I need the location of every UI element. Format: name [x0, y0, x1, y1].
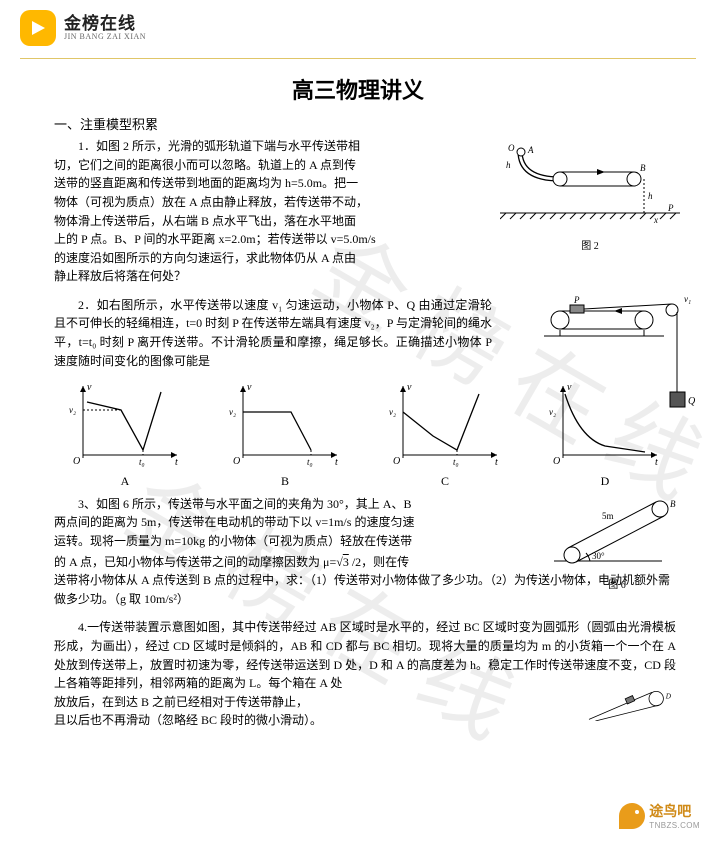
q3-l1: 3、如图 6 所示，传送带与水平面之间的夹角为 30°，其上 A、B: [54, 495, 494, 514]
svg-text:B: B: [670, 499, 676, 509]
svg-text:t: t: [175, 457, 178, 468]
q1-l2: 切，它们之间的距离很小而可以忽略。轨道上的 A 点到传: [54, 156, 434, 175]
option-label-B: B: [220, 472, 350, 491]
svg-text:v₂: v₂: [69, 405, 76, 415]
svg-text:h: h: [648, 191, 653, 201]
q4-tail1: 放放后，在到达 B 之前已经相对于传送带静止，: [54, 693, 474, 712]
svg-text:v: v: [247, 382, 252, 393]
brand-block: 金榜在线 JIN BANG ZAI XIAN: [64, 15, 146, 42]
option-label-A: A: [60, 472, 190, 491]
q1-l7: 的速度沿如图所示的方向匀速运行，求此物体仍从 A 点由: [54, 249, 434, 268]
sqrt-3: √3: [336, 555, 349, 569]
question-4: 4.一传送带装置示意图如图，其中传送带经过 AB 区域时是水平的，经过 BC 区…: [54, 618, 676, 730]
question-3: 3、如图 6 所示，传送带与水平面之间的夹角为 30°，其上 A、B 两点间的距…: [54, 495, 676, 609]
figure-q4-svg: D: [542, 689, 692, 721]
svg-text:x: x: [653, 215, 658, 225]
figure-q2: P Q v₁: [534, 296, 704, 431]
figure-6: 30° 5m B 图 6: [542, 495, 692, 585]
q1-l6: 上的 P 点。B、P 间的水平距离 x=2.0m；若传送带以 v=5.0m/s: [54, 230, 434, 249]
svg-text:v₁: v₁: [684, 296, 691, 304]
brand-name-en: JIN BANG ZAI XIAN: [64, 32, 146, 42]
svg-text:v: v: [87, 382, 92, 393]
svg-text:Q: Q: [688, 396, 696, 407]
svg-text:v₂: v₂: [229, 407, 236, 417]
option-label-C: C: [380, 472, 510, 491]
brand-name-cn: 金榜在线: [64, 15, 146, 32]
svg-text:A: A: [527, 145, 534, 155]
q1-l8: 静止释放后将落在何处？: [54, 267, 434, 286]
option-label-D: D: [540, 472, 670, 491]
svg-text:t₀: t₀: [307, 457, 313, 467]
svg-text:O: O: [508, 143, 515, 153]
svg-text:30°: 30°: [592, 551, 605, 561]
figure-6-svg: 30° 5m B: [542, 495, 692, 573]
section-heading: 一、注重模型积累: [54, 115, 676, 135]
figure-q2-svg: P Q v₁: [534, 296, 704, 431]
question-1-text: 1．如图 2 所示，光滑的弧形轨道下端与水平传送带相 切，它们之间的距离很小而可…: [54, 137, 434, 286]
question-4-text: 4.一传送带装置示意图如图，其中传送带经过 AB 区域时是水平的，经过 BC 区…: [54, 618, 676, 692]
svg-text:O: O: [393, 456, 400, 467]
svg-text:O: O: [73, 456, 80, 467]
header-separator: [20, 58, 696, 59]
q3-l3: 运转。现将一质量为 m=10kg 的小物体（可视为质点）轻放在传送带: [54, 532, 494, 551]
q3-l2: 两点间的距离为 5m，传送带在电动机的带动下以 v=1m/s 的速度匀速: [54, 513, 494, 532]
graph-B: t v v₂ O t₀ B: [220, 380, 350, 491]
figure-2-svg: O A B P h h x: [500, 143, 680, 233]
question-1: 1．如图 2 所示，光滑的弧形轨道下端与水平传送带相 切，它们之间的距离很小而可…: [54, 137, 676, 286]
graph-A: t v v₂ O t₀ A: [60, 380, 190, 491]
svg-text:t: t: [655, 457, 658, 468]
question-2: 2．如右图所示，水平传送带以速度 v₁ 匀速运动，小物体 P、Q 由通过定滑轮且…: [54, 296, 676, 370]
header: 金榜在线 JIN BANG ZAI XIAN: [0, 0, 716, 54]
svg-text:v₂: v₂: [389, 407, 396, 417]
svg-text:O: O: [553, 456, 560, 467]
q1-l4: 物体（可视为质点）放在 A 点由静止释放，若传送带不动，: [54, 193, 434, 212]
footer-logo: 途鸟吧 TNBZS.COM: [619, 801, 700, 830]
content: 一、注重模型积累 1．如图 2 所示，光滑的弧形轨道下端与水平传送带相 切，它们…: [0, 115, 716, 730]
svg-text:t₀: t₀: [139, 457, 145, 467]
q4-tail2: 且以后也不再滑动（忽略经 BC 段时的微小滑动）。: [54, 711, 474, 730]
play-logo-icon: [20, 10, 56, 46]
svg-text:D: D: [665, 692, 672, 700]
figure-2: O A B P h h x 图 2: [500, 143, 680, 243]
svg-text:5m: 5m: [602, 511, 614, 521]
graph-C: t v v₂ O t₀ C: [380, 380, 510, 491]
q3-l4-pre: 的 A 点，已知小物体与传送带之间的动摩擦因数为 μ=: [54, 555, 336, 569]
footer-name: 途鸟吧: [649, 803, 691, 819]
svg-text:B: B: [640, 163, 646, 173]
figure-2-label: 图 2: [500, 239, 680, 255]
svg-text:h: h: [506, 160, 511, 170]
bird-icon: [619, 803, 645, 829]
q1-l3: 送带的竖直距离和传送带到地面的距离均为 h=5.0m。把一: [54, 174, 434, 193]
q1-l5: 物体滑上传送带后，从右端 B 点水平飞出，落在水平地面: [54, 212, 434, 231]
svg-text:t: t: [495, 457, 498, 468]
q3-l4-post: /2，则在传: [349, 555, 409, 569]
svg-text:v: v: [407, 382, 412, 393]
svg-text:P: P: [667, 203, 674, 213]
footer-url: TNBZS.COM: [649, 821, 700, 830]
q1-l1: 1．如图 2 所示，光滑的弧形轨道下端与水平传送带相: [54, 137, 434, 156]
svg-text:O: O: [233, 456, 240, 467]
question-2-text: 2．如右图所示，水平传送带以速度 v₁ 匀速运动，小物体 P、Q 由通过定滑轮且…: [54, 296, 492, 370]
page-title: 高三物理讲义: [0, 73, 716, 105]
svg-text:t: t: [335, 457, 338, 468]
figure-6-label: 图 6: [542, 578, 692, 594]
svg-text:t₀: t₀: [453, 457, 459, 467]
question-3-text: 3、如图 6 所示，传送带与水平面之间的夹角为 30°，其上 A、B 两点间的距…: [54, 495, 494, 551]
svg-text:P: P: [573, 296, 580, 305]
